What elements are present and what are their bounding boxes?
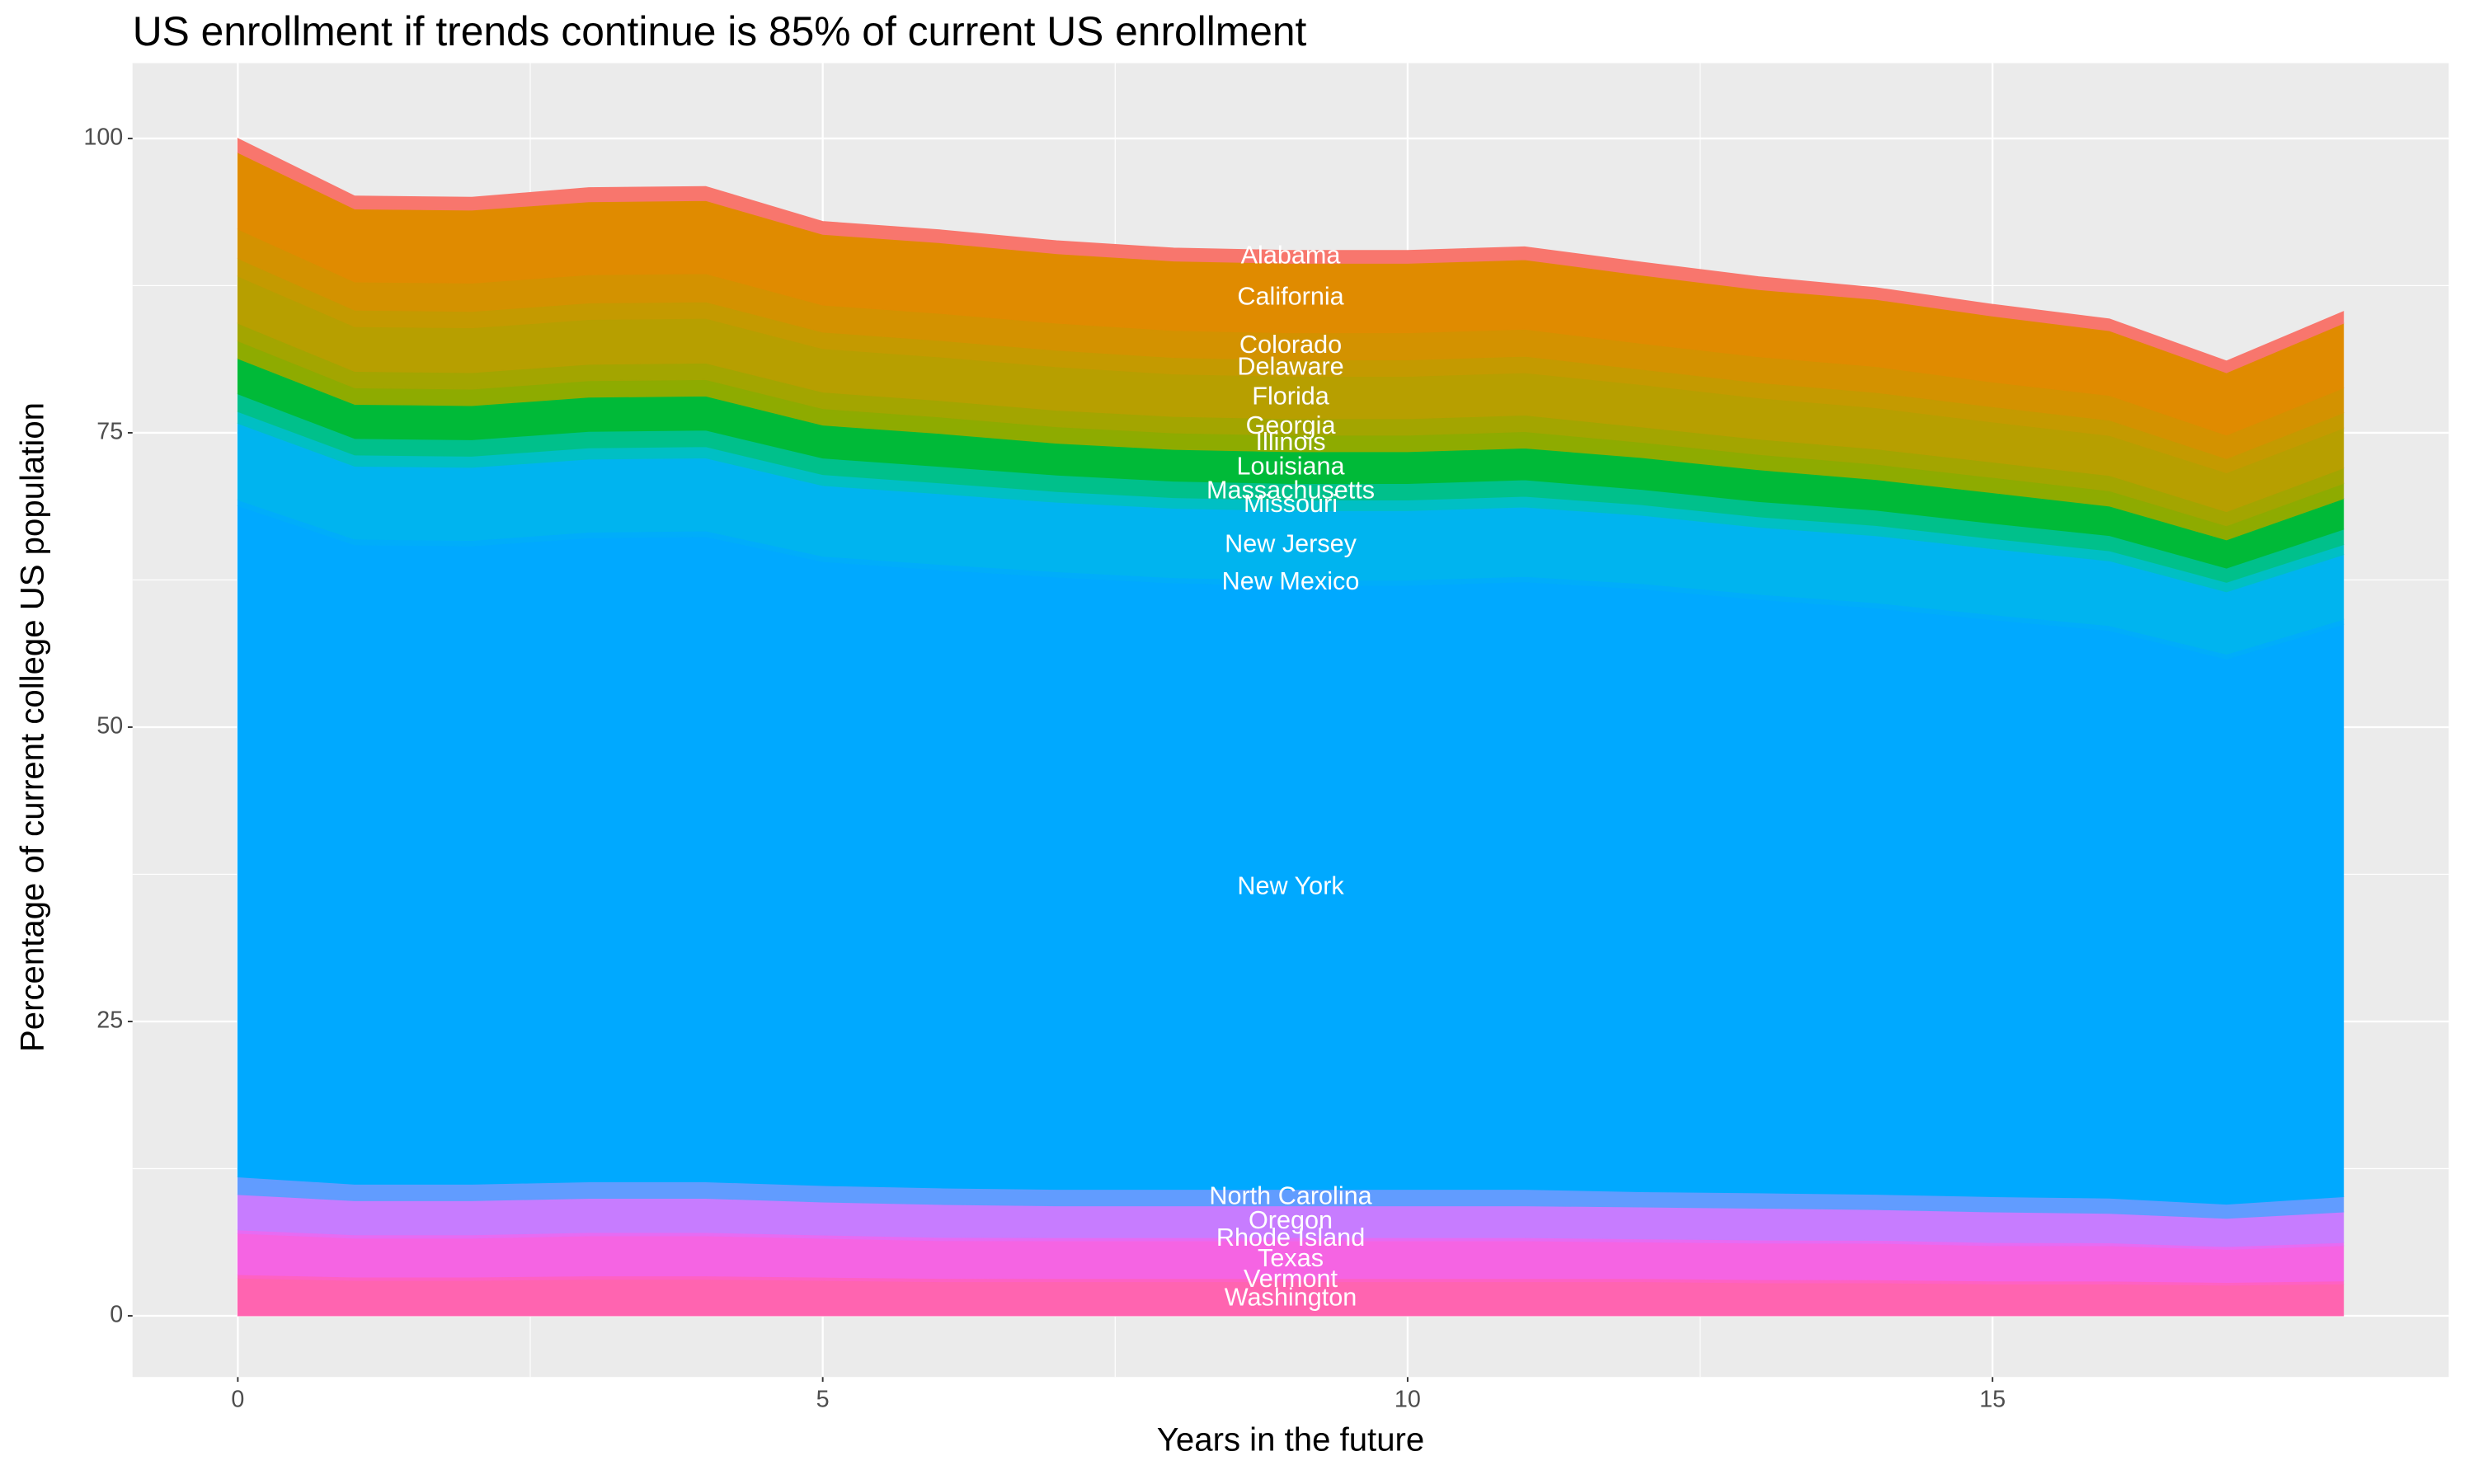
series-label: California bbox=[1237, 283, 1344, 311]
x-tick-label: 5 bbox=[816, 1387, 830, 1413]
series-label: Rhode Island bbox=[1216, 1223, 1365, 1252]
series-label: Massachusetts bbox=[1206, 477, 1375, 505]
series-label: Washington bbox=[1225, 1283, 1357, 1311]
x-tick-label: 10 bbox=[1395, 1387, 1421, 1413]
x-tick-label: 15 bbox=[1979, 1387, 2006, 1413]
series-label: Georgia bbox=[1246, 411, 1337, 439]
series-label: Illinois bbox=[1256, 428, 1326, 456]
y-tick-label: 0 bbox=[110, 1302, 123, 1328]
x-tick-label: 0 bbox=[231, 1387, 244, 1413]
series-label: Delaware bbox=[1237, 353, 1343, 381]
series-label: Alabama bbox=[1241, 242, 1342, 270]
series-label: New York bbox=[1237, 871, 1344, 899]
y-tick-label: 100 bbox=[83, 124, 123, 151]
y-tick-label: 75 bbox=[96, 419, 123, 445]
x-axis-label: Years in the future bbox=[1157, 1421, 1424, 1458]
y-tick-label: 50 bbox=[96, 713, 123, 740]
series-label: New Jersey bbox=[1225, 530, 1357, 558]
series-label: Colorado bbox=[1239, 331, 1342, 359]
y-tick-label: 25 bbox=[96, 1007, 123, 1034]
area bbox=[237, 138, 2345, 373]
series-label: New Mexico bbox=[1222, 567, 1360, 595]
series-label: Texas bbox=[1258, 1244, 1324, 1272]
series-label: North Carolina bbox=[1209, 1182, 1372, 1210]
y-axis-label: Percentage of current college US populat… bbox=[14, 402, 51, 1052]
series-label: Oregon bbox=[1249, 1206, 1333, 1234]
series-label: Missouri bbox=[1244, 490, 1338, 518]
series-label: Vermont bbox=[1244, 1265, 1338, 1293]
series-label: Florida bbox=[1252, 382, 1330, 410]
series-label: Louisiana bbox=[1237, 452, 1346, 480]
chart-title: US enrollment if trends continue is 85% … bbox=[133, 8, 1307, 54]
